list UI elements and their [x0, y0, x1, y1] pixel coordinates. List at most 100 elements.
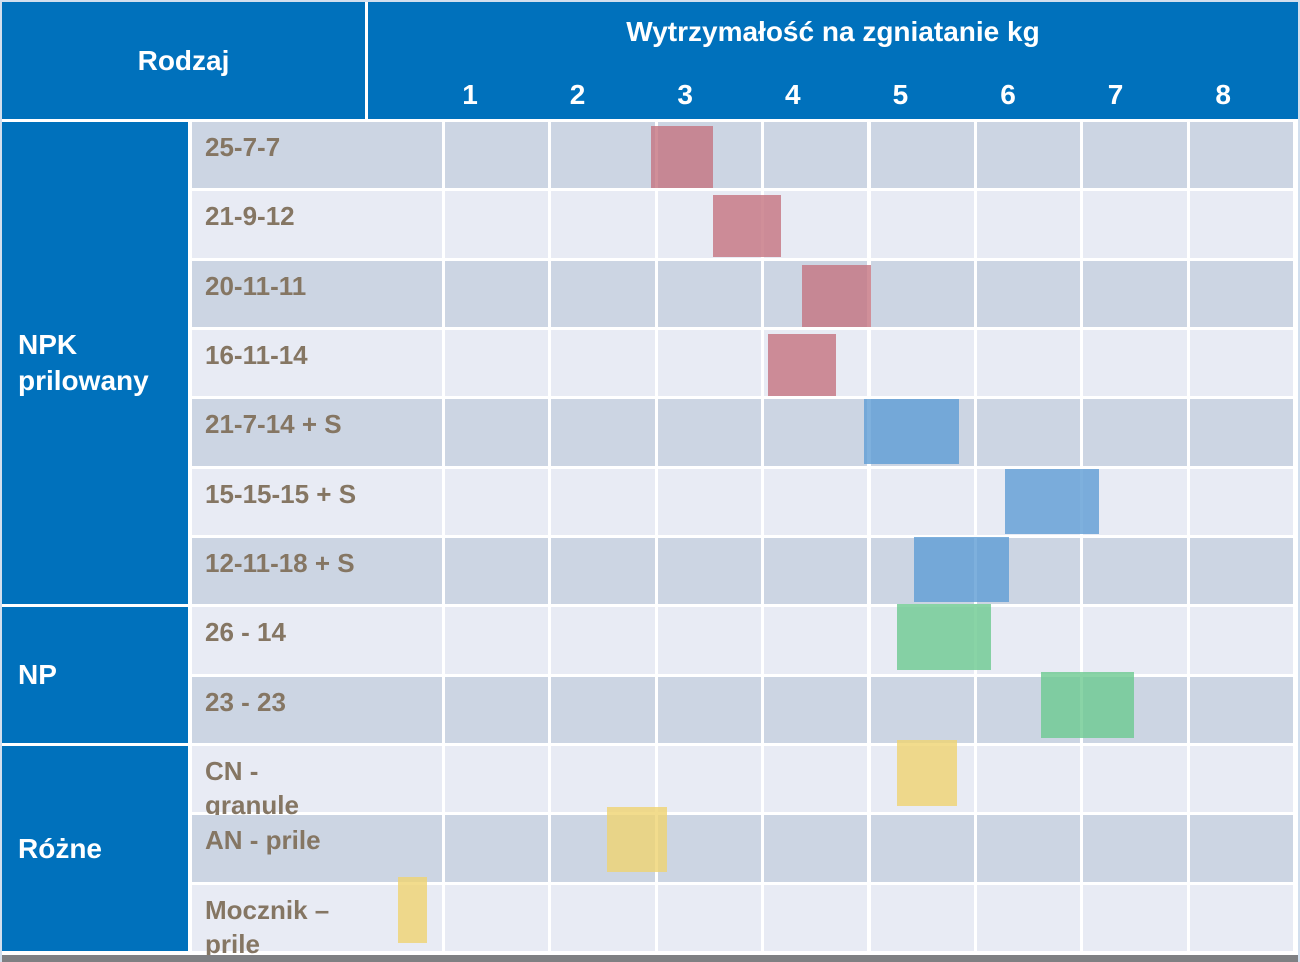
- row-label: 25-7-7: [192, 122, 368, 189]
- grid-cell: [1189, 329, 1293, 397]
- group-label: NPK prilowany: [18, 329, 149, 396]
- grid-cell: [870, 122, 974, 189]
- grid-cell: [445, 537, 549, 605]
- grid-cell: [551, 676, 655, 743]
- grid-cell: [657, 468, 762, 535]
- grid-cell: [1189, 191, 1293, 258]
- grid-cell: [976, 607, 1081, 674]
- grid-cell: [1083, 815, 1187, 882]
- grid-cell: [367, 329, 442, 397]
- grid-cell: [1083, 537, 1187, 605]
- grid-cell: [764, 191, 868, 258]
- group-label: Różne: [18, 832, 102, 864]
- grid-cell: [1083, 884, 1187, 951]
- grid-cell: [445, 745, 549, 813]
- grid-cell: [764, 399, 868, 466]
- range-bar-green: [1041, 671, 1134, 738]
- grid-cell: [657, 884, 762, 951]
- grid-cell: [976, 745, 1081, 813]
- grid-cell: [657, 815, 762, 882]
- range-bar-yellow: [606, 807, 667, 873]
- row-label: 16-11-14: [192, 329, 368, 397]
- grid-cell: [657, 745, 762, 813]
- grid-cell: [551, 122, 655, 189]
- grid-cell: [764, 537, 868, 605]
- grid-cell: [367, 122, 442, 189]
- grid-cell: [551, 468, 655, 535]
- grid-cell: [1189, 676, 1293, 743]
- axis-tick: 1: [462, 79, 478, 110]
- grid-cell: [976, 191, 1081, 258]
- grid-cell: [764, 676, 868, 743]
- grid-cell: [1189, 260, 1293, 327]
- grid-cell: [657, 537, 762, 605]
- header-axis-cell: Wytrzymałość na zgniatanie kg 1 2 3 4 5 6 7 8: [368, 2, 1298, 119]
- grid-cell: [870, 884, 974, 951]
- grid-cell: [1083, 399, 1187, 466]
- grid-cell: [870, 191, 974, 258]
- grid-cell: [367, 468, 442, 535]
- grid-cell: [445, 329, 549, 397]
- axis-tick: 8: [1215, 79, 1231, 110]
- range-bar-red: [768, 333, 836, 396]
- grid-cell: [367, 260, 442, 327]
- range-bar-yellow: [397, 876, 427, 943]
- grid-cell: [976, 815, 1081, 882]
- range-bar-blue: [914, 536, 1010, 602]
- row-header-title: Rodzaj: [137, 44, 230, 76]
- grid-cell: [657, 260, 762, 327]
- grid-cell: [1083, 745, 1187, 813]
- grid-cell: [367, 815, 442, 882]
- grid-cell: [657, 607, 762, 674]
- grid-cell: [1189, 399, 1293, 466]
- range-bar-red: [802, 264, 872, 327]
- grid-cell: [445, 468, 549, 535]
- grid-cell: [870, 676, 974, 743]
- row-label: 23 - 23: [192, 676, 368, 743]
- grid-cell: [657, 329, 762, 397]
- grid-cell: [445, 191, 549, 258]
- grid-cell: [1083, 260, 1187, 327]
- grid-cell: [657, 676, 762, 743]
- grid-cell: [551, 329, 655, 397]
- grid-cell: [764, 815, 868, 882]
- grid-cell: [367, 399, 442, 466]
- grid-cell: [764, 468, 868, 535]
- grid-cell: [870, 815, 974, 882]
- range-bar-blue: [1004, 468, 1100, 534]
- axis-tick: 6: [1000, 79, 1016, 110]
- grid-cell: [764, 745, 868, 813]
- range-bar-green: [897, 604, 991, 671]
- grid-cell: [870, 329, 974, 397]
- grid-cell: [976, 329, 1081, 397]
- grid-cell: [1083, 329, 1187, 397]
- grid-cell: [445, 676, 549, 743]
- row-label: 21-9-12: [192, 191, 368, 258]
- grid-cell: [445, 260, 549, 327]
- grid-cell: [445, 399, 549, 466]
- grid-cell: [1189, 537, 1293, 605]
- axis-tick: 2: [569, 79, 586, 110]
- grid-cell: [367, 607, 442, 674]
- group-block-np: NP: [2, 607, 188, 743]
- row-label: 15-15-15 + S: [192, 468, 368, 535]
- row-label: 26 - 14: [192, 607, 368, 674]
- axis-tick: 7: [1107, 79, 1124, 110]
- grid-cell: [551, 537, 655, 605]
- grid-cell: [1083, 122, 1187, 189]
- grid-cell: [976, 260, 1081, 327]
- grid-cell: [657, 399, 762, 466]
- row-label: 20-11-11: [192, 260, 368, 327]
- footer-strip: [2, 955, 1298, 962]
- group-block-rozne: Różne: [2, 746, 188, 951]
- range-bar-blue: [863, 399, 959, 465]
- grid-cell: [870, 468, 974, 535]
- grid-cell: [1189, 745, 1293, 813]
- grid-cell: [1083, 607, 1187, 674]
- grid-cell: [551, 260, 655, 327]
- grid-cell: [764, 607, 868, 674]
- grid-cell: [1189, 468, 1293, 535]
- grid-cell: [1189, 815, 1293, 882]
- grid-cell: [551, 191, 655, 258]
